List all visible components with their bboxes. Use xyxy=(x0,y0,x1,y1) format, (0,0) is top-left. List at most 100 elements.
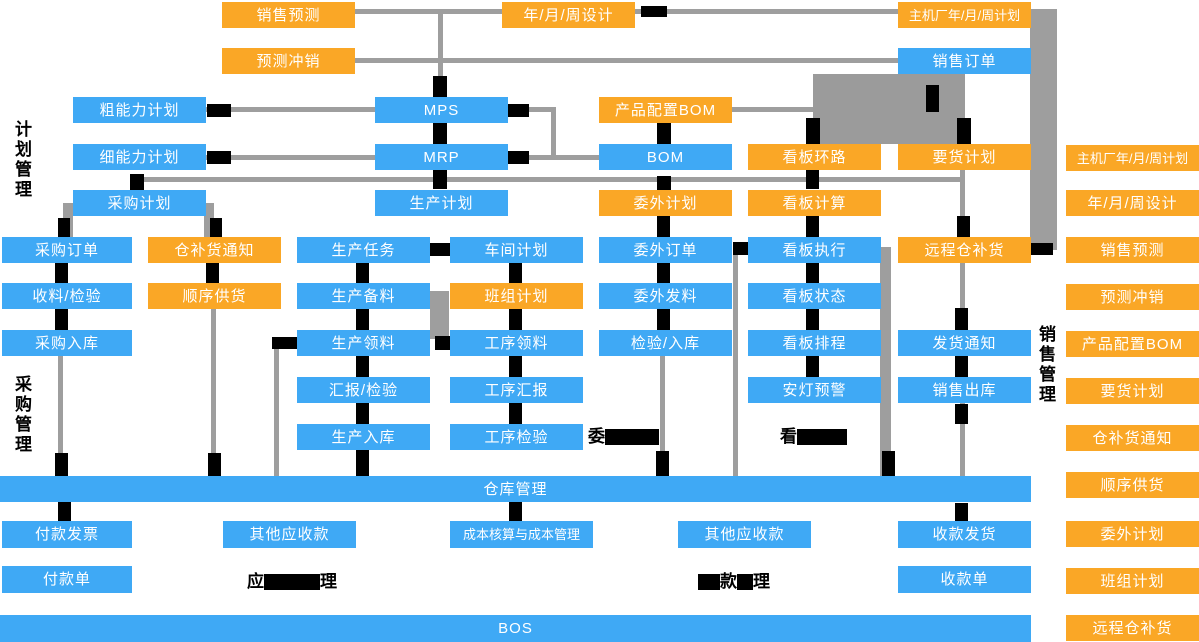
connector-line xyxy=(58,356,63,478)
connector-bar xyxy=(272,337,298,349)
node-production-plan: 生产计划 xyxy=(375,190,508,216)
group-label-receivables-management: 款理 xyxy=(698,573,770,590)
node-outsourcing-issue: 委外发料 xyxy=(599,283,732,309)
node-sales-outbound: 销售出库 xyxy=(898,377,1031,403)
connector-bar xyxy=(509,353,522,377)
node-sales-order: 销售订单 xyxy=(898,48,1031,74)
connector-bar xyxy=(806,306,819,330)
connector-line xyxy=(355,58,898,63)
node-workshop-plan: 车间计划 xyxy=(450,237,583,263)
connector-bar xyxy=(641,6,667,17)
node-oem-ymw-plan-r: 主机厂年/月/周计划 xyxy=(1066,145,1199,171)
connector-bar xyxy=(427,243,451,256)
connector-line xyxy=(1030,9,1057,250)
node-kanban-status: 看板状态 xyxy=(748,283,881,309)
connector-line xyxy=(355,9,1030,14)
group-label-text: 委 xyxy=(588,427,605,446)
node-replenish-notice-r: 仓补货通知 xyxy=(1066,425,1199,451)
node-cost-management: 成本核算与成本管理 xyxy=(450,521,593,548)
node-warehouse-management: 仓库管理 xyxy=(0,476,1031,502)
connector-line xyxy=(960,170,965,237)
node-forecast-writeoff: 预测冲销 xyxy=(222,48,355,74)
connector-line xyxy=(880,247,891,477)
connector-bar xyxy=(806,167,819,189)
connector-bar xyxy=(657,306,670,330)
connector-bar xyxy=(55,261,68,283)
group-label-text: 理 xyxy=(753,572,770,591)
group-label-outsourcing-management: 委 xyxy=(588,428,659,445)
node-kanban-loop: 看板环路 xyxy=(748,144,881,170)
group-label-text: 款 xyxy=(720,572,737,591)
node-inspect-inbound: 检验/入库 xyxy=(599,330,732,356)
node-report-inspection: 汇报/检验 xyxy=(297,377,430,403)
connector-line xyxy=(960,403,965,477)
node-outsourcing-order: 委外订单 xyxy=(599,237,732,263)
node-sequence-supply-r: 顺序供货 xyxy=(1066,472,1199,498)
connector-line xyxy=(732,107,813,112)
connector-line xyxy=(551,107,556,160)
connector-bar xyxy=(356,450,369,476)
connector-bar xyxy=(505,104,529,117)
connector-line xyxy=(206,155,375,160)
node-mrp: MRP xyxy=(375,144,508,170)
connector-bar xyxy=(433,169,447,189)
connector-bar xyxy=(657,212,670,237)
connector-bar xyxy=(356,353,369,377)
vertical-label-purchase-management: 采购管理 xyxy=(12,375,31,455)
connector-bar xyxy=(210,218,222,237)
connector-bar xyxy=(208,453,221,476)
node-bom: BOM xyxy=(599,144,732,170)
connector-bar xyxy=(505,151,529,164)
connector-bar xyxy=(433,122,447,144)
connector-bar xyxy=(58,218,70,237)
group-label-text: 看 xyxy=(780,427,797,446)
node-other-receivables-2: 其他应收款 xyxy=(678,521,811,548)
node-process-pick: 工序领料 xyxy=(450,330,583,356)
connector-bar xyxy=(957,216,970,237)
node-kanban-schedule: 看板排程 xyxy=(748,330,881,356)
connector-bar xyxy=(955,355,968,377)
node-sequence-supply: 顺序供货 xyxy=(148,283,281,309)
connector-bar xyxy=(130,174,144,192)
redaction-bar xyxy=(605,428,659,445)
node-payment-invoice: 付款发票 xyxy=(2,521,132,548)
connector-line xyxy=(206,107,375,112)
node-remote-replenish: 远程仓补货 xyxy=(898,237,1031,263)
node-remote-replenish-r: 远程仓补货 xyxy=(1066,615,1199,641)
connector-bar xyxy=(356,306,369,330)
connector-bar xyxy=(806,261,819,283)
node-purchase-order: 采购订单 xyxy=(2,237,132,263)
connector-bar xyxy=(733,242,750,255)
node-team-plan-r: 班组计划 xyxy=(1066,568,1199,594)
node-delivery-plan: 要货计划 xyxy=(898,144,1031,170)
node-production-prep: 生产备料 xyxy=(297,283,430,309)
node-other-receivables-1: 其他应收款 xyxy=(223,521,356,548)
node-production-pick: 生产领料 xyxy=(297,330,430,356)
node-bos: BOS xyxy=(0,615,1031,642)
connector-line xyxy=(660,356,665,477)
connector-bar xyxy=(806,212,819,237)
connector-line xyxy=(204,203,214,237)
connector-bar xyxy=(656,451,669,476)
node-purchase-inbound: 采购入库 xyxy=(2,330,132,356)
redaction-bar xyxy=(264,573,320,590)
connector-line xyxy=(438,9,443,79)
node-payment-slip: 付款单 xyxy=(2,566,132,593)
node-receipt-slip: 收款单 xyxy=(898,566,1031,593)
redaction-bar xyxy=(797,428,847,445)
node-kanban-execute: 看板执行 xyxy=(748,237,881,263)
connector-line xyxy=(136,177,962,182)
connector-bar xyxy=(435,336,450,350)
node-kanban-calc: 看板计算 xyxy=(748,190,881,216)
node-mps: MPS xyxy=(375,97,508,123)
connector-bar xyxy=(509,306,522,330)
connector-bar xyxy=(207,151,231,164)
group-label-kanban-management: 看 xyxy=(780,428,847,445)
connector-line xyxy=(211,309,216,478)
node-rough-capacity-plan: 粗能力计划 xyxy=(73,97,206,123)
node-product-config-bom: 产品配置BOM xyxy=(599,97,732,123)
group-label-payables-management: 应理 xyxy=(247,573,337,590)
node-receiving-inspection: 收料/检验 xyxy=(2,283,132,309)
connector-bar xyxy=(433,76,447,97)
connector-line xyxy=(274,343,279,477)
